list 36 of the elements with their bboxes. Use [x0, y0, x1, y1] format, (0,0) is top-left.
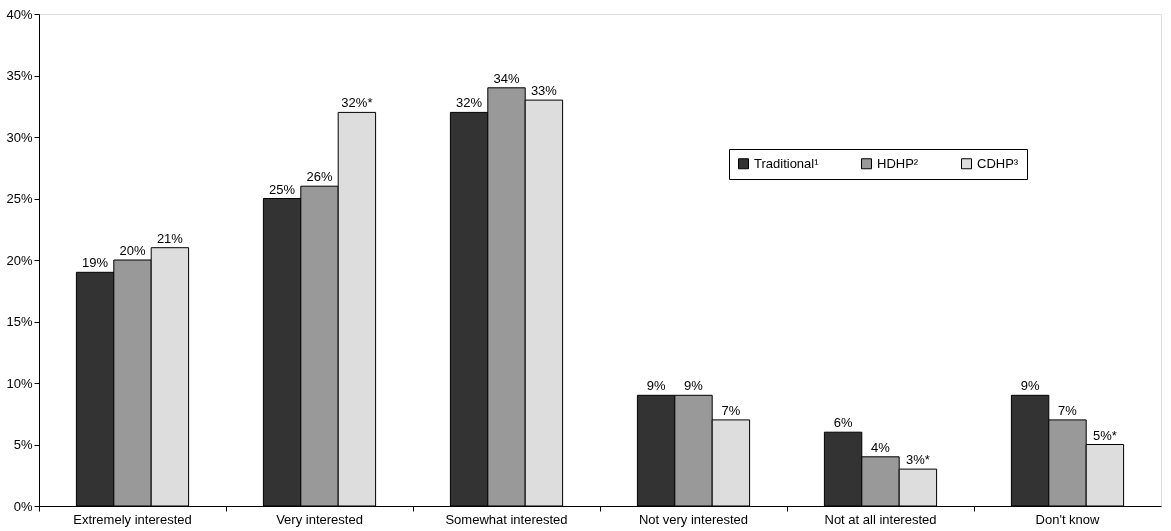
data-label: 19% [82, 255, 109, 271]
x-tick-label: Not at all interested [824, 511, 937, 527]
x-tick-label: Not very interested [638, 511, 749, 527]
y-tick-label: 40% [6, 6, 33, 22]
data-label: 7% [721, 402, 741, 418]
legend-label: CDHP³ [977, 155, 1019, 171]
legend-label: HDHP² [877, 155, 919, 171]
data-label: 4% [871, 439, 891, 455]
y-tick-label: 5% [13, 437, 33, 452]
y-tick-label: 35% [6, 68, 33, 83]
data-label: 7% [1058, 402, 1078, 418]
data-label: 25% [269, 181, 296, 197]
y-tick-label: 25% [6, 191, 33, 206]
data-label: 20% [119, 243, 146, 258]
data-label: 9% [1020, 378, 1040, 394]
x-tick-label: Extremely interested [73, 511, 192, 527]
data-label: 9% [684, 378, 704, 394]
data-label: 34% [493, 70, 520, 86]
legend-label: Traditional¹ [754, 155, 820, 171]
data-label: 32% [456, 95, 483, 111]
data-label: 21% [156, 230, 184, 246]
x-tick-label: Don't know [1035, 511, 1101, 527]
x-tick-label: Somewhat interested [445, 511, 568, 527]
data-label: 5%* [1092, 427, 1117, 443]
data-label: 26% [306, 169, 333, 185]
data-label: 33% [530, 83, 558, 99]
data-label: 9% [646, 378, 666, 394]
y-tick-label: 10% [6, 375, 33, 391]
y-tick-label: 20% [6, 252, 33, 268]
y-tick-label: 0% [13, 498, 33, 514]
y-tick-label: 15% [6, 314, 33, 329]
data-label: 32%* [341, 95, 373, 111]
x-tick-label: Very interested [276, 511, 363, 527]
data-label: 3%* [905, 452, 930, 468]
data-label: 6% [833, 415, 853, 431]
y-tick-label: 30% [6, 129, 33, 145]
